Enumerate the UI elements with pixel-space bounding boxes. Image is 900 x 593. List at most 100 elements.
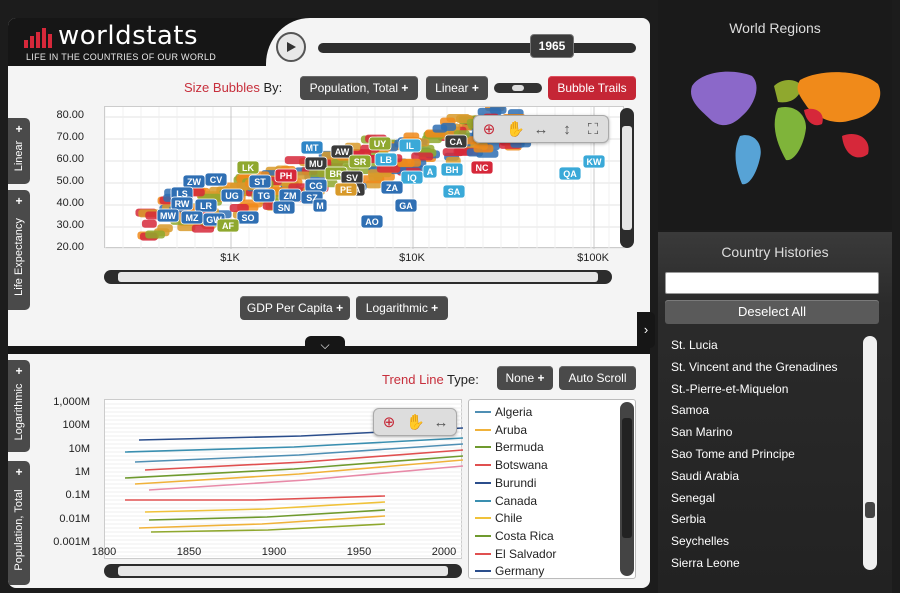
region-middle-east (804, 108, 823, 126)
legend-item[interactable]: Chile (475, 509, 522, 527)
play-icon (287, 42, 296, 52)
bubble-trail (145, 230, 166, 239)
legend-label: Botswana (495, 458, 548, 473)
bubble-il: IL (398, 138, 422, 153)
vertical-resize-icon[interactable]: ↕ (563, 120, 571, 138)
deselect-all-button[interactable]: Deselect All (665, 300, 879, 324)
country-list-item[interactable]: Sierra Leone (671, 556, 740, 570)
line-y-measure-tab[interactable]: + Population, Total (8, 461, 30, 585)
country-list-item[interactable]: San Marino (671, 425, 733, 440)
country-list-item[interactable]: Serbia (671, 512, 706, 527)
play-button[interactable] (276, 32, 306, 62)
country-search-input[interactable] (665, 272, 879, 294)
size-measure-button[interactable]: Population, Total + (300, 76, 418, 100)
line-horizontal-scrollbar[interactable] (104, 564, 462, 578)
svg-text:ZA: ZA (386, 183, 398, 193)
fullscreen-icon[interactable]: ⛶ (587, 120, 599, 138)
pan-hand-icon[interactable]: ✋ (406, 414, 425, 431)
legend-item[interactable]: Germany (475, 562, 544, 578)
country-list-item[interactable]: St.-Pierre-et-Miquelon (671, 381, 789, 396)
y-measure-tab[interactable]: + Life Expectancy (8, 190, 30, 310)
svg-text:MU: MU (309, 159, 323, 169)
legend-item[interactable]: Canada (475, 492, 537, 510)
country-list-item[interactable]: St. Vincent and the Grenadines (671, 359, 838, 374)
bubble-ug: UG (220, 188, 244, 203)
size-scale-button[interactable]: Linear + (426, 76, 488, 100)
bubble-sv: SV (340, 170, 364, 185)
line-y-scale-tab[interactable]: + Logarithmic (8, 360, 30, 452)
zoom-icon[interactable]: ⊕ (382, 414, 396, 431)
country-list-item[interactable]: Seychelles (671, 534, 730, 549)
svg-text:BH: BH (446, 165, 459, 175)
auto-scroll-button[interactable]: Auto Scroll (559, 366, 636, 390)
country-list-item[interactable]: Sao Tome and Principe (671, 447, 795, 461)
line-x-tick: 1900 (261, 546, 287, 558)
bubble-size-slider-thumb[interactable] (512, 85, 524, 91)
bubble-aw: AW (330, 144, 354, 159)
country-list-item[interactable]: Samoa (671, 403, 710, 418)
header-bar: worldstats LIFE IN THE COUNTRIES OF OUR … (8, 18, 650, 66)
bubble-st: ST (248, 174, 272, 189)
trend-type-button[interactable]: None + (497, 366, 553, 390)
population-line (150, 523, 386, 533)
svg-text:QA: QA (563, 169, 577, 179)
bubble-so: SO (236, 210, 260, 225)
legend-item[interactable]: Burundi (475, 474, 536, 492)
bubble-trail (141, 219, 157, 228)
x-scale-button[interactable]: Logarithmic + (356, 296, 448, 320)
country-histories-panel: Country Histories Deselect All St. Lucia… (658, 232, 892, 593)
svg-text:A: A (427, 167, 434, 177)
line-plot[interactable] (105, 400, 464, 561)
collapse-chevron-icon[interactable]: ⌵ (305, 336, 345, 354)
legend-item[interactable]: Bermuda (475, 438, 544, 456)
bubble-vertical-scrollbar[interactable] (620, 108, 634, 248)
bubble-trails-button[interactable]: Bubble Trails (548, 76, 636, 100)
legend-item[interactable]: El Salvador (475, 545, 556, 563)
year-slider-thumb[interactable]: 1965 (530, 34, 574, 58)
year-slider-track[interactable] (318, 43, 636, 53)
legend-scrollbar[interactable] (620, 402, 634, 576)
pan-hand-icon[interactable]: ✋ (506, 121, 525, 138)
population-line-chart[interactable]: ⊕ ✋ ↔ (104, 399, 464, 561)
country-list-item[interactable]: St. Lucia (671, 338, 718, 352)
bubble-qa: QA (558, 166, 582, 181)
bubble-lb: LB (374, 152, 398, 167)
world-map[interactable] (682, 66, 900, 206)
horizontal-resize-icon[interactable]: ↔ (433, 413, 449, 431)
legend-label: Canada (495, 493, 538, 508)
bubble-pe: PE (334, 182, 358, 197)
bubble-mt: MT (300, 140, 324, 155)
expand-panel-chevron-icon[interactable]: › (637, 312, 655, 348)
bubble-trail (308, 169, 326, 178)
line-legend: Algeria Aruba Bermuda Botswana Burundi Canada… (468, 399, 636, 579)
region-north-america (691, 71, 757, 126)
bubble-horizontal-scrollbar[interactable] (104, 270, 612, 284)
svg-text:ST: ST (254, 177, 266, 187)
bubble-m: M (312, 198, 328, 213)
zoom-icon[interactable]: ⊕ (482, 121, 496, 138)
country-list-item[interactable]: Saudi Arabia (671, 468, 740, 483)
country-list-scrollbar[interactable] (863, 336, 877, 570)
legend-swatch (475, 428, 491, 431)
bubble-size-slider[interactable] (494, 83, 542, 93)
horizontal-resize-icon[interactable]: ↔ (533, 120, 549, 138)
y-scale-tab[interactable]: + Linear (8, 118, 30, 184)
svg-text:LK: LK (242, 163, 254, 173)
svg-text:PE: PE (340, 185, 352, 195)
bubble-y-tick: 60.00 (56, 153, 84, 165)
legend-item[interactable]: Costa Rica (475, 527, 554, 545)
legend-item[interactable]: Aruba (475, 421, 527, 439)
bubble-sr: SR (348, 154, 372, 169)
bubble-chart[interactable]: MT AW UY IL CA LK MU SR LB PH CV ZW ST BR SV IQ A BH NC KW Q… (104, 103, 625, 250)
svg-text:SO: SO (241, 213, 254, 223)
bubble-cv: CV (204, 172, 228, 187)
svg-text:UG: UG (225, 191, 239, 201)
line-x-tick: 2000 (431, 546, 457, 558)
legend-item[interactable]: Algeria (475, 403, 532, 421)
bubble-kw: KW (582, 154, 606, 169)
legend-item[interactable]: Botswana (475, 456, 548, 474)
line-y-tick: 100M (62, 419, 90, 432)
x-measure-button[interactable]: GDP Per Capita + (240, 296, 350, 320)
population-line (124, 437, 464, 453)
country-list-item[interactable]: Senegal (671, 490, 716, 505)
